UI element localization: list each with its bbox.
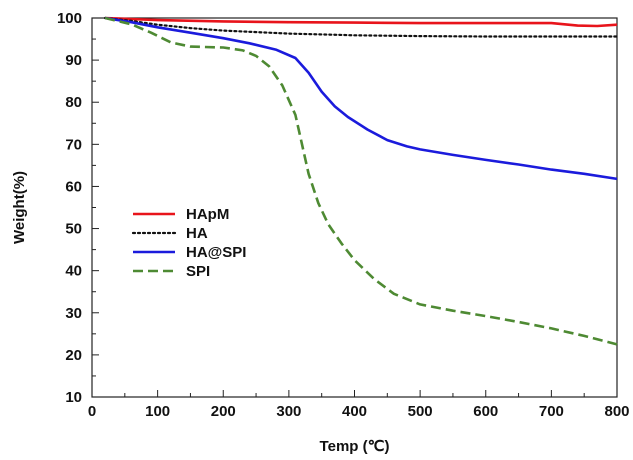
legend-label: HApM <box>186 206 229 223</box>
y-tick-label: 70 <box>65 136 82 153</box>
x-tick-label: 500 <box>408 403 433 420</box>
plot-frame <box>91 17 618 398</box>
y-tick-label: 50 <box>65 221 82 238</box>
legend-label: SPI <box>186 263 210 280</box>
x-tick-label: 800 <box>604 403 629 420</box>
x-tick-label: 400 <box>342 403 367 420</box>
legend-label: HA@SPI <box>186 244 246 261</box>
series-line-ha-spi <box>104 16 618 181</box>
series-layer <box>104 16 619 346</box>
y-tick-label: 60 <box>65 178 82 195</box>
y-tick-label: 10 <box>65 389 82 406</box>
y-tick-label: 30 <box>65 305 82 322</box>
x-tick-label: 700 <box>539 403 564 420</box>
x-axis-title: Temp (℃) <box>320 438 390 455</box>
y-tick-label: 100 <box>57 10 82 27</box>
x-tick-label: 200 <box>211 403 236 420</box>
x-tick-label: 600 <box>473 403 498 420</box>
y-tick-label: 80 <box>65 94 82 111</box>
series-line-ha <box>104 16 619 38</box>
legend-label: HA <box>186 225 208 242</box>
x-tick-label: 0 <box>88 403 96 420</box>
y-axis-title: Weight(%) <box>11 171 28 244</box>
plot-area <box>91 17 618 398</box>
legend: HApM HA HA@SPI SPI <box>131 206 246 280</box>
x-tick-label: 300 <box>276 403 301 420</box>
y-tick-label: 40 <box>65 263 82 280</box>
axes: 0 100 200 300 400 500 600 700 800 10 20 30 40 50 60 70 8… <box>57 10 630 420</box>
series-line-hapm <box>105 16 618 28</box>
y-tick-label: 90 <box>65 52 82 69</box>
series-line-spi <box>104 16 618 346</box>
y-tick-label: 20 <box>65 347 82 364</box>
x-tick-label: 100 <box>145 403 170 420</box>
